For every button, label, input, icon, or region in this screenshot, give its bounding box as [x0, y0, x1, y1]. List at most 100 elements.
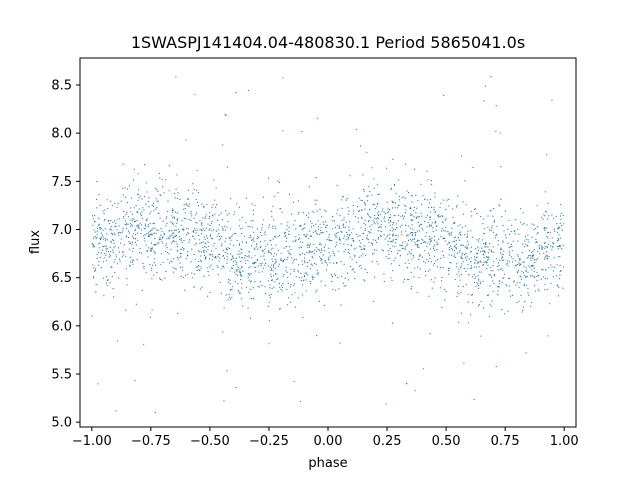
- data-point: [176, 246, 179, 248]
- data-point: [434, 212, 436, 214]
- data-point: [544, 258, 546, 260]
- data-point: [534, 262, 536, 264]
- data-point: [292, 224, 294, 226]
- data-point: [549, 303, 551, 305]
- data-point: [183, 249, 185, 251]
- data-point: [309, 281, 311, 283]
- data-point: [461, 226, 463, 228]
- data-point: [150, 234, 152, 236]
- data-point: [476, 256, 478, 258]
- data-point: [108, 256, 110, 258]
- data-point: [104, 245, 106, 247]
- data-point: [427, 221, 429, 223]
- data-point: [188, 206, 190, 208]
- data-point: [445, 218, 447, 220]
- data-point: [319, 208, 321, 210]
- data-point: [354, 254, 356, 256]
- data-point: [172, 237, 174, 239]
- data-point: [154, 411, 156, 413]
- data-point: [433, 255, 435, 257]
- data-point: [98, 193, 100, 196]
- data-point: [183, 276, 185, 279]
- data-point: [490, 274, 492, 276]
- data-point: [200, 260, 202, 262]
- data-point: [526, 276, 528, 278]
- data-point: [257, 248, 259, 250]
- data-point: [275, 244, 277, 246]
- data-point: [261, 223, 263, 225]
- data-point: [390, 240, 392, 243]
- data-point: [196, 269, 198, 271]
- data-point: [305, 290, 307, 292]
- data-point: [92, 237, 95, 239]
- data-point: [161, 237, 163, 239]
- data-point: [559, 256, 561, 258]
- data-point: [485, 261, 487, 263]
- data-point: [306, 235, 308, 237]
- data-point: [467, 268, 469, 270]
- data-point: [458, 251, 460, 253]
- data-point: [414, 243, 416, 245]
- data-point: [174, 197, 176, 199]
- data-point: [416, 207, 418, 209]
- data-point: [180, 248, 182, 250]
- data-point: [132, 237, 134, 239]
- data-point: [193, 273, 196, 275]
- data-point: [491, 225, 493, 227]
- data-point: [172, 232, 174, 234]
- data-point: [550, 282, 552, 284]
- data-point: [419, 225, 421, 227]
- data-point: [242, 305, 244, 307]
- data-point: [239, 268, 241, 270]
- data-point: [320, 280, 322, 282]
- data-point: [485, 241, 487, 243]
- data-point: [188, 233, 190, 235]
- data-point: [293, 260, 295, 262]
- data-point: [200, 261, 203, 263]
- data-point: [169, 235, 171, 238]
- data-point: [448, 246, 450, 248]
- data-point: [138, 251, 141, 254]
- data-point: [183, 240, 185, 242]
- data-point: [461, 254, 463, 256]
- data-point: [287, 221, 289, 223]
- data-point: [369, 225, 371, 227]
- data-point: [112, 249, 114, 251]
- data-point: [359, 235, 361, 237]
- data-point: [171, 222, 173, 224]
- data-point: [131, 220, 133, 222]
- data-point: [227, 253, 229, 255]
- data-point: [517, 228, 519, 230]
- data-point: [132, 179, 135, 181]
- data-point: [288, 233, 290, 236]
- data-point: [113, 296, 115, 298]
- data-point: [533, 275, 535, 277]
- data-point: [414, 241, 416, 243]
- data-point: [441, 250, 443, 252]
- data-point: [511, 246, 513, 248]
- data-point: [257, 285, 259, 287]
- data-point: [473, 398, 475, 401]
- data-point: [457, 237, 459, 239]
- data-point: [394, 229, 396, 231]
- data-point: [478, 238, 480, 240]
- data-point: [392, 245, 394, 247]
- data-point: [475, 260, 477, 262]
- data-point: [229, 289, 231, 291]
- data-point: [493, 283, 495, 285]
- data-point: [160, 253, 163, 255]
- data-point: [100, 232, 102, 234]
- data-point: [215, 247, 217, 249]
- data-point: [384, 213, 387, 215]
- data-point: [499, 260, 501, 262]
- data-point: [462, 213, 465, 215]
- data-point: [195, 189, 198, 191]
- data-point: [289, 246, 291, 248]
- data-point: [438, 238, 440, 240]
- data-point: [499, 252, 502, 254]
- data-point: [378, 211, 380, 213]
- data-point: [390, 221, 392, 223]
- data-point: [465, 270, 467, 272]
- data-point: [560, 218, 562, 220]
- data-point: [172, 267, 174, 269]
